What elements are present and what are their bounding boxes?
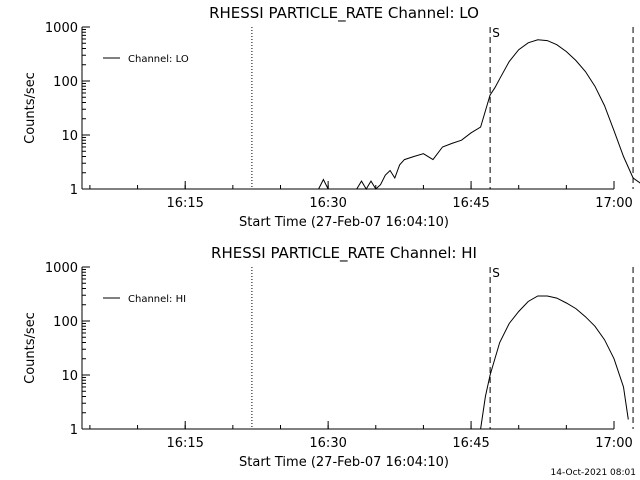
x-tick-label: 16:30 <box>309 436 346 451</box>
series-line <box>480 295 629 430</box>
y-tick-label: 10 <box>61 129 78 144</box>
x-tick-label: 16:15 <box>166 436 203 451</box>
x-tick-label: 16:30 <box>309 196 346 211</box>
footer-timestamp: 14-Oct-2021 08:01 <box>551 468 636 478</box>
x-tick-label: 17:00 <box>595 436 632 451</box>
series-line <box>318 39 640 190</box>
y-tick-label: 1000 <box>45 261 78 276</box>
y-axis-label: Counts/sec <box>23 72 38 144</box>
x-tick-label: 16:45 <box>452 436 489 451</box>
event-marker-label: S <box>492 266 500 280</box>
panel-lo: RHESSI PARTICLE_RATE Channel: LO 1 10 100 10… <box>23 4 640 230</box>
x-axis-label: Start Time (27-Feb-07 16:04:10) <box>239 455 449 470</box>
y-axis-label: Counts/sec <box>23 312 38 384</box>
chart-title: RHESSI PARTICLE_RATE Channel: LO <box>209 4 479 23</box>
legend-label: Channel: HI <box>128 294 186 305</box>
x-tick-label: 16:15 <box>166 196 203 211</box>
y-tick-label: 100 <box>53 315 78 330</box>
y-tick-label: 10 <box>61 369 78 384</box>
y-tick-label: 1 <box>70 183 78 198</box>
x-tick-label: 16:45 <box>452 196 489 211</box>
legend-label: Channel: LO <box>128 54 189 65</box>
y-tick-label: 1 <box>70 423 78 438</box>
x-tick-label: 17:00 <box>595 196 632 211</box>
y-tick-label: 1000 <box>45 21 78 36</box>
chart-title: RHESSI PARTICLE_RATE Channel: HI <box>211 244 477 263</box>
panel-hi: RHESSI PARTICLE_RATE Channel: HI 1 10 100 10… <box>23 244 634 470</box>
event-marker-label: S <box>492 26 500 40</box>
y-tick-label: 100 <box>53 75 78 90</box>
x-axis-label: Start Time (27-Feb-07 16:04:10) <box>239 215 449 230</box>
